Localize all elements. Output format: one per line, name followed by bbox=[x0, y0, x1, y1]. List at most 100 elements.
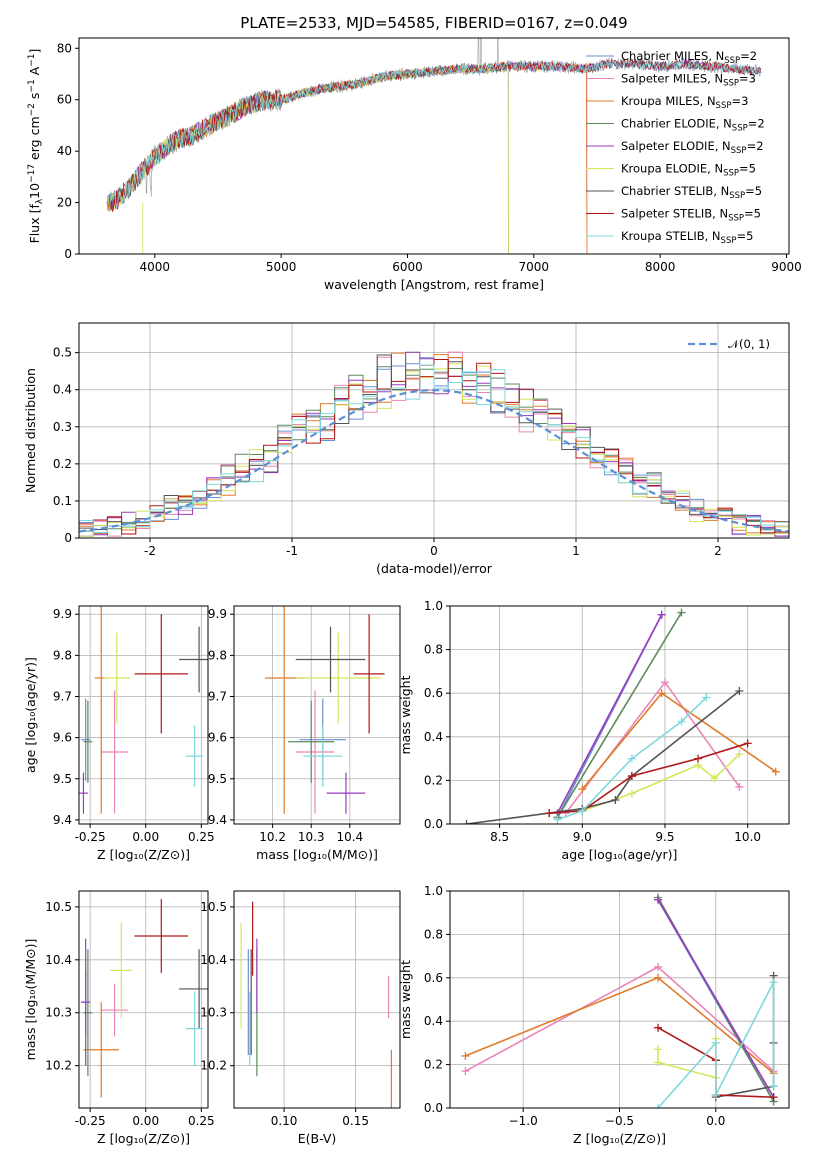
x-tick-label: 10.0 bbox=[734, 830, 761, 844]
panel-age_vs_Z: -0.25 0.00 0.25 9.4 9.5 9.6 9.7 9.8 9.9 Z [log₁₀(… bbox=[23, 605, 215, 862]
x-tick-label: 7000 bbox=[519, 260, 550, 274]
x-axis-label: Z [log₁₀(Z/Z⊙)] bbox=[97, 1131, 190, 1146]
x-tick-label: -0.25 bbox=[75, 1114, 106, 1128]
weight-marker bbox=[735, 750, 744, 759]
panel-weight_vs_age: 8.5 9.0 9.5 10.0 0.0 0.2 0.4 0.6 0.8 1.0 age [log₁… bbox=[398, 599, 790, 862]
legend-text: Salpeter MILES, N bbox=[621, 72, 723, 86]
y-tick-label: 9.9 bbox=[53, 607, 72, 621]
weight-marker bbox=[702, 693, 711, 702]
legend-text: Chabrier STELIB, N bbox=[621, 184, 729, 198]
plot-area bbox=[106, 38, 762, 254]
legend-entry: Chabrier STELIB, NSSP=5 bbox=[621, 184, 762, 201]
weight-marker bbox=[677, 717, 686, 726]
weight-marker bbox=[545, 809, 554, 818]
plot-area bbox=[79, 351, 789, 537]
plot-area bbox=[81, 898, 208, 1098]
y-axis-label: Normed distribution bbox=[23, 368, 38, 493]
weight-marker bbox=[743, 739, 752, 748]
y-axis-label-part: −1 bbox=[27, 54, 37, 67]
y-tick-label: 9.4 bbox=[208, 813, 227, 827]
y-tick-label: 0.6 bbox=[424, 971, 443, 985]
y-tick-label: 0.8 bbox=[424, 643, 443, 657]
x-tick-label: 0.10 bbox=[271, 1114, 298, 1128]
axes-frame bbox=[449, 605, 790, 825]
weight-marker bbox=[578, 785, 587, 794]
x-axis-label: E(B-V) bbox=[298, 1131, 337, 1146]
y-axis-label: Flux [fλ10−17 erg cm−2 s−1 A−1] bbox=[27, 49, 45, 244]
x-tick-label: 5000 bbox=[266, 260, 297, 274]
y-tick-label: 9.6 bbox=[53, 731, 72, 745]
legend-subscript: SSP bbox=[716, 101, 732, 111]
y-axis-label: mass weight bbox=[398, 675, 413, 754]
legend-text: Kroupa ELODIE, N bbox=[621, 162, 723, 176]
y-tick-label: 0.4 bbox=[53, 383, 72, 397]
y-tick-label: 0.2 bbox=[424, 773, 443, 787]
plot-area bbox=[461, 893, 778, 1108]
y-tick-label: 0.6 bbox=[424, 686, 443, 700]
weight-marker bbox=[654, 1045, 663, 1054]
weight-marker bbox=[654, 1104, 663, 1108]
x-tick-label: 9.0 bbox=[573, 830, 592, 844]
y-tick-label: 0.0 bbox=[424, 817, 443, 831]
y-tick-label: 10.2 bbox=[45, 1059, 72, 1073]
x-tick-label: 0.0 bbox=[706, 1114, 725, 1128]
legend-text: =5 bbox=[736, 229, 753, 243]
y-tick-label: 40 bbox=[57, 144, 72, 158]
axes-frame bbox=[78, 605, 209, 825]
weight-marker bbox=[462, 820, 471, 824]
y-tick-label: 9.9 bbox=[208, 607, 227, 621]
y-axis-label: age [log₁₀(age/yr)] bbox=[23, 657, 38, 773]
panel-weight_vs_Z: −1.0 −0.5 0.0 0.0 0.2 0.4 0.6 0.8 1.0 Z [log₁₀(Z/… bbox=[398, 884, 790, 1146]
x-tick-label: 4000 bbox=[140, 260, 171, 274]
x-tick-label: 8.5 bbox=[490, 830, 509, 844]
legend-subscript: SSP bbox=[723, 169, 739, 179]
y-tick-label: 9.4 bbox=[53, 813, 72, 827]
axes-frame bbox=[78, 322, 790, 539]
x-tick-label: −0.5 bbox=[605, 1114, 634, 1128]
y-tick-label: 0 bbox=[64, 247, 72, 261]
legend-text: =3 bbox=[731, 94, 748, 108]
legend-entry: Kroupa STELIB, NSSP=5 bbox=[621, 229, 753, 246]
weight-marker bbox=[677, 608, 686, 617]
x-tick-label: 8000 bbox=[645, 260, 676, 274]
weight-marker bbox=[769, 1093, 778, 1102]
weight-marker bbox=[461, 1051, 470, 1060]
legend-text: =2 bbox=[748, 117, 765, 131]
y-tick-label: 10.4 bbox=[45, 953, 72, 967]
weight-marker bbox=[660, 678, 669, 687]
legend-text: =3 bbox=[739, 72, 756, 86]
weight-marker bbox=[657, 610, 666, 619]
weight-marker bbox=[694, 754, 703, 763]
y-tick-label: 10.3 bbox=[45, 1006, 72, 1020]
y-axis-label-part: A bbox=[27, 66, 42, 79]
y-tick-label: 0.2 bbox=[53, 457, 72, 471]
y-tick-label: 10.5 bbox=[45, 900, 72, 914]
weight-marker bbox=[735, 782, 744, 791]
weight-marker bbox=[771, 767, 780, 776]
panel-age_vs_mass: 10.2 10.3 10.4 9.4 9.5 9.6 9.7 9.8 9.9 mass [log₁… bbox=[208, 605, 401, 862]
y-axis-label-part: −17 bbox=[27, 164, 37, 183]
plot-area bbox=[240, 901, 393, 1108]
weight-marker bbox=[654, 1023, 663, 1032]
y-tick-label: 10.3 bbox=[200, 1006, 227, 1020]
y-tick-label: 9.6 bbox=[208, 731, 227, 745]
weight-marker bbox=[711, 1090, 720, 1099]
legend-entry: Kroupa ELODIE, NSSP=5 bbox=[621, 162, 756, 179]
axes-frame bbox=[78, 890, 209, 1109]
legend-entry: Salpeter MILES, NSSP=3 bbox=[621, 72, 756, 89]
figure-title: PLATE=2533, MJD=54585, FIBERID=0167, z=0… bbox=[240, 14, 627, 32]
panel-spectrum: 4000 5000 6000 7000 8000 9000 0 20 40 60 80 wavelen… bbox=[27, 37, 802, 292]
model-spectrum bbox=[106, 60, 588, 254]
legend-text: Kroupa STELIB, N bbox=[621, 229, 721, 243]
x-tick-label: 10.3 bbox=[298, 830, 325, 844]
legend-subscript: SSP bbox=[721, 236, 737, 246]
panel-mass_vs_Z: -0.25 0.00 0.25 10.2 10.3 10.4 10.5 Z [log₁₀(Z/… bbox=[23, 890, 215, 1146]
legend-subscript: SSP bbox=[729, 191, 745, 201]
panel-mass_vs_ebv: 0.10 0.15 10.2 10.3 10.4 10.5 E(B-V) bbox=[200, 890, 401, 1146]
x-tick-label: 2 bbox=[714, 544, 722, 558]
weight-line bbox=[581, 692, 777, 790]
legend-text: =5 bbox=[744, 207, 761, 221]
weight-marker bbox=[553, 815, 562, 824]
residual-histogram bbox=[79, 364, 789, 533]
weight-marker bbox=[735, 687, 744, 696]
